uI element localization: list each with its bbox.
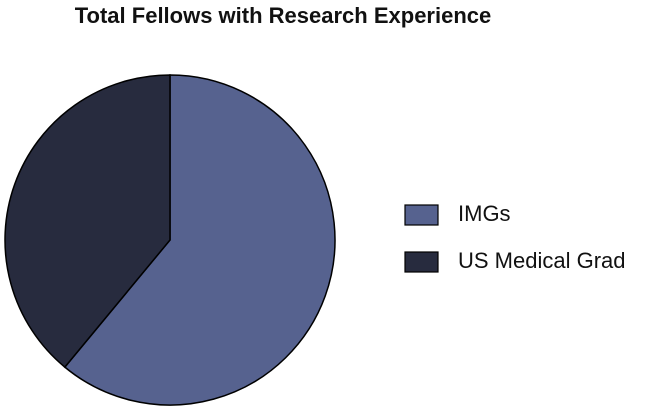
legend-swatch bbox=[404, 204, 439, 226]
legend-label: IMGs bbox=[458, 201, 511, 226]
pie-slice bbox=[4, 74, 171, 369]
legend-label: US Medical Grad bbox=[458, 248, 626, 273]
pie-slice bbox=[63, 74, 336, 406]
chart-title: Total Fellows with Research Experience bbox=[75, 3, 492, 28]
legend-swatch bbox=[404, 251, 439, 273]
